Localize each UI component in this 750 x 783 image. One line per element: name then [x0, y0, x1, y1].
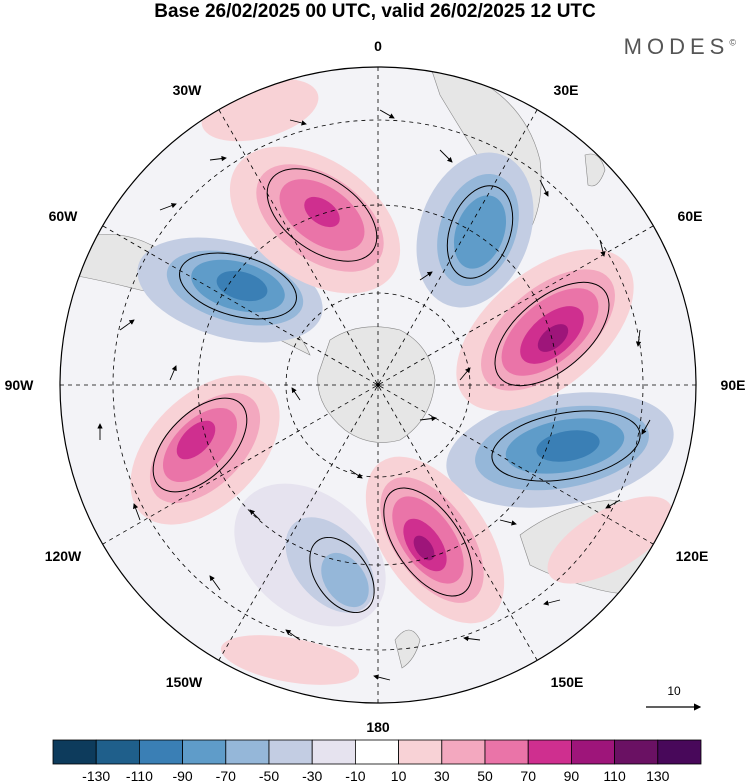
colorbar-tick-label: -50 [259, 768, 279, 783]
colorbar-tick-label: 30 [434, 768, 450, 783]
lon-label-0: 0 [374, 38, 382, 54]
colorbar-swatch [182, 739, 227, 765]
colorbar-tick-label: -10 [345, 768, 365, 783]
brand-logo: MODES© [623, 34, 736, 59]
colorbar-swatch [614, 739, 659, 765]
colorbar: -130 -110 -90 -70 -50 -30 -10 10 30 50 70 90 110 130 [52, 739, 702, 783]
colorbar-tick-label: -30 [302, 768, 322, 783]
colorbar-tick-label: -110 [126, 768, 153, 783]
colorbar-tick-label: 90 [564, 768, 580, 783]
colorbar-tick-label: 110 [603, 768, 626, 783]
colorbar-swatch [138, 739, 183, 765]
colorbar-swatch [268, 739, 313, 765]
lon-label-60e: 60E [678, 208, 703, 224]
graticule [60, 67, 696, 703]
colorbar-tick-label: 130 [646, 768, 670, 783]
colorbar-swatch [354, 739, 399, 765]
lon-label-30w: 30W [173, 82, 203, 98]
colorbar-swatch [657, 739, 702, 765]
lon-label-120e: 120E [676, 548, 709, 564]
colorbar-tick-label: -130 [82, 768, 110, 783]
madagascar [584, 153, 606, 187]
reference-vector-label: 10 [667, 684, 681, 698]
colorbar-swatch [527, 739, 572, 765]
colorbar-swatch [225, 739, 270, 765]
colorbar-swatch [571, 739, 616, 765]
colorbar-swatch [398, 739, 443, 765]
colorbar-swatch [95, 739, 140, 765]
colorbar-swatch [52, 739, 97, 765]
lon-label-30e: 30E [554, 82, 579, 98]
colorbar-swatch [484, 739, 529, 765]
map-boundary [59, 66, 697, 704]
colorbar-tick-label: 70 [520, 768, 536, 783]
colorbar-tick-label: 50 [477, 768, 493, 783]
new-zealand [394, 629, 421, 669]
colorbar-tick-label: 10 [391, 768, 407, 783]
lon-label-180: 180 [366, 719, 390, 735]
wind-vectors [97, 109, 651, 681]
lon-label-90e: 90E [721, 377, 746, 393]
colorbar-swatch [441, 739, 486, 765]
lon-label-90w: 90W [5, 377, 35, 393]
lon-label-60w: 60W [49, 208, 79, 224]
lon-label-120w: 120W [45, 548, 82, 564]
lon-label-150w: 150W [166, 674, 203, 690]
colorbar-swatch [311, 739, 356, 765]
south-pole-marker [376, 383, 380, 387]
colorbar-tick-label: -70 [216, 768, 236, 783]
lon-label-150e: 150E [551, 674, 584, 690]
reference-vector: 10 [646, 684, 702, 711]
map-title: Base 26/02/2025 00 UTC, valid 26/02/2025… [154, 1, 596, 22]
streamlines [152, 168, 641, 613]
colorbar-tick-label: -90 [172, 768, 192, 783]
